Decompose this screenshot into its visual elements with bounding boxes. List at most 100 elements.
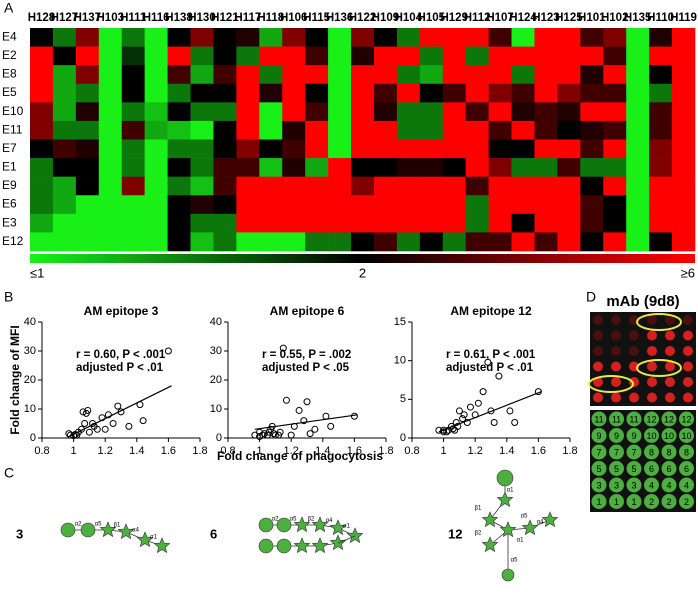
column-label: H118 bbox=[257, 12, 284, 24]
heatmap-cell bbox=[580, 102, 604, 122]
heatmap-cell bbox=[259, 120, 283, 140]
heatmap-cell bbox=[213, 102, 237, 122]
array-spot-label: 6 bbox=[649, 464, 654, 474]
blot-spot bbox=[611, 361, 621, 372]
colorbar-label: ≥6 bbox=[681, 265, 695, 280]
heatmap-cell bbox=[98, 139, 123, 159]
heatmap-cell bbox=[236, 195, 260, 215]
heatmap-cell bbox=[30, 195, 54, 215]
heatmap-cell bbox=[98, 213, 123, 233]
row-label: E11 bbox=[2, 122, 23, 136]
heatmap-cell bbox=[282, 158, 306, 177]
point bbox=[474, 399, 482, 407]
annotation: r = 0.61, P < .001 bbox=[446, 349, 536, 361]
array-spot bbox=[644, 477, 659, 493]
array-spot-label: 11 bbox=[594, 414, 603, 424]
annotation: adjusted P < .05 bbox=[262, 362, 350, 374]
heatmap-cell bbox=[580, 158, 604, 177]
blot-spot bbox=[665, 315, 675, 325]
heatmap-cell bbox=[580, 46, 604, 66]
glycan-circle bbox=[496, 469, 514, 487]
x-tick-label: 1.6 bbox=[161, 445, 176, 457]
x-tick-label: 1.8 bbox=[192, 445, 207, 457]
heatmap-cell bbox=[213, 213, 237, 233]
point bbox=[81, 420, 89, 427]
column-label: H115 bbox=[303, 12, 330, 24]
heatmap-cell bbox=[30, 28, 54, 47]
heatmap-cell bbox=[167, 120, 191, 140]
x-tick-label: 0.8 bbox=[404, 445, 419, 457]
heatmap-cell bbox=[649, 139, 673, 159]
array-spot-label: 8 bbox=[649, 447, 654, 457]
blot-spot bbox=[629, 346, 639, 356]
glycan-star bbox=[136, 531, 154, 548]
heatmap-cell bbox=[144, 176, 168, 196]
heatmap-cell bbox=[282, 120, 306, 140]
heatmap-cell bbox=[672, 213, 696, 233]
heatmap-cell bbox=[236, 139, 260, 159]
array-spot bbox=[644, 428, 659, 443]
linkage-label: β2 bbox=[308, 517, 315, 523]
heatmap-cell bbox=[603, 176, 627, 196]
heatmap-cell bbox=[259, 28, 283, 47]
point bbox=[270, 430, 278, 438]
heatmap-cell bbox=[534, 176, 558, 196]
heatmap-cell bbox=[419, 120, 444, 140]
point bbox=[125, 422, 133, 430]
heatmap-cell bbox=[167, 46, 191, 66]
heatmap-cell bbox=[98, 195, 123, 215]
heatmap-cell bbox=[557, 158, 581, 177]
column-label: H136 bbox=[326, 12, 354, 24]
heatmap-cell bbox=[649, 213, 673, 233]
heatmap-cell bbox=[190, 120, 214, 140]
heatmap-cell bbox=[52, 232, 77, 252]
y-tick-label: 30 bbox=[210, 345, 222, 357]
heatmap-cell bbox=[52, 176, 77, 196]
column-label: H107 bbox=[486, 12, 514, 24]
point bbox=[322, 412, 330, 420]
heatmap-cell bbox=[328, 28, 352, 47]
annotation: r = 0.55, P = .002 bbox=[262, 349, 351, 361]
point bbox=[534, 388, 542, 396]
glycan-star bbox=[311, 516, 329, 533]
y-tick-label: 40 bbox=[24, 316, 36, 328]
heatmap-cell bbox=[603, 232, 627, 252]
annotation: adjusted P < .01 bbox=[446, 362, 534, 374]
heatmap-cell bbox=[328, 232, 352, 252]
heatmap-cell bbox=[213, 46, 237, 66]
heatmap-cell bbox=[167, 195, 191, 215]
dot-array-frame bbox=[590, 410, 696, 512]
heatmap-cell bbox=[305, 195, 329, 215]
heatmap-cell bbox=[75, 232, 100, 252]
heatmap-cell bbox=[236, 83, 260, 103]
array-spot-label: 12 bbox=[646, 414, 656, 424]
array-spot-label: 7 bbox=[631, 447, 636, 457]
heatmap-cell bbox=[282, 139, 306, 159]
blot-spot bbox=[629, 392, 639, 403]
array-spot bbox=[644, 461, 659, 476]
y-tick-label: 10 bbox=[210, 403, 222, 415]
heatmap-cell bbox=[465, 195, 489, 215]
heatmap-cell bbox=[603, 83, 627, 103]
heatmap-cell bbox=[98, 120, 123, 140]
annotation: r = 0.60, P < .001 bbox=[76, 349, 166, 361]
point bbox=[327, 422, 335, 430]
heatmap-cell bbox=[30, 176, 54, 196]
heatmap-cell bbox=[419, 139, 444, 159]
y-tick-label: 5 bbox=[400, 393, 406, 405]
heatmap-cell bbox=[328, 46, 352, 66]
heatmap-cell bbox=[488, 232, 512, 252]
heatmap-cell bbox=[305, 120, 329, 140]
heatmap-cell bbox=[649, 28, 673, 47]
array-spot bbox=[626, 477, 642, 493]
colorbar bbox=[30, 254, 695, 263]
heatmap-cell bbox=[167, 213, 191, 233]
heatmap-cell bbox=[649, 176, 673, 196]
blot-spot bbox=[647, 330, 657, 341]
heatmap-cell bbox=[534, 65, 558, 85]
heatmap-cell bbox=[259, 46, 283, 66]
heatmap-cell bbox=[442, 195, 466, 215]
linkage-label: α5 bbox=[290, 517, 297, 523]
point bbox=[487, 407, 495, 415]
heatmap-cell bbox=[167, 176, 191, 196]
